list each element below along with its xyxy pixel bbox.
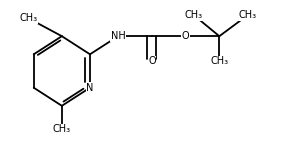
Text: CH₃: CH₃ (19, 13, 37, 23)
Text: NH: NH (111, 31, 126, 41)
Text: N: N (86, 83, 94, 93)
Text: O: O (148, 56, 156, 66)
Text: CH₃: CH₃ (210, 56, 228, 66)
Text: CH₃: CH₃ (185, 10, 203, 20)
Text: CH₃: CH₃ (53, 125, 71, 134)
Text: CH₃: CH₃ (238, 10, 256, 20)
Text: O: O (182, 31, 189, 41)
